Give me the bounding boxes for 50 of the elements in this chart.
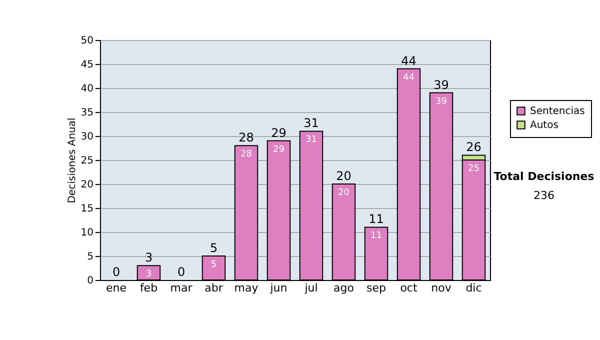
text: 236 bbox=[532, 189, 556, 202]
data-label: 3 bbox=[146, 270, 152, 280]
data-label: 20 bbox=[338, 188, 350, 198]
total-label: 44 bbox=[401, 54, 416, 68]
y-tick-label: 45 bbox=[80, 60, 94, 70]
data-label: 5 bbox=[210, 260, 217, 270]
data-label: 28 bbox=[240, 150, 252, 160]
x-tick-label: sep bbox=[366, 282, 386, 294]
y-tick-label: 10 bbox=[80, 228, 94, 238]
x-tick-label: may bbox=[234, 282, 259, 294]
data-label: 11 bbox=[370, 231, 382, 242]
y-tick-label: 20 bbox=[80, 180, 94, 190]
x-tick-label: jun bbox=[269, 282, 288, 294]
total-label: 0 bbox=[112, 265, 120, 279]
y-tick-label: 50 bbox=[80, 36, 94, 46]
total-label: 26 bbox=[466, 140, 482, 154]
y-tick-label: 35 bbox=[80, 108, 94, 118]
x-tick-label: mar bbox=[170, 282, 193, 294]
total-label: 5 bbox=[210, 241, 218, 255]
y-tick-label: 40 bbox=[80, 84, 94, 94]
x-tick-label: ene bbox=[106, 282, 127, 294]
y-tick-label: 25 bbox=[80, 156, 94, 166]
total-label: 20 bbox=[336, 169, 352, 183]
x-tick-label: jul bbox=[304, 282, 318, 294]
y-tick-label: 5 bbox=[87, 252, 94, 262]
x-tick-label: ago bbox=[334, 282, 354, 294]
total-label: 28 bbox=[238, 130, 254, 145]
data-label: 25 bbox=[468, 164, 480, 174]
x-tick-label: dic bbox=[466, 282, 482, 294]
legend-label: Autos bbox=[530, 120, 558, 131]
y-tick-label: 30 bbox=[80, 132, 94, 142]
total-label: 11 bbox=[368, 212, 384, 226]
x-tick-label: abr bbox=[204, 282, 224, 294]
y-axis-title: Decisiones Anual bbox=[66, 118, 78, 204]
data-label: 29 bbox=[273, 144, 285, 155]
data-label: 31 bbox=[306, 135, 317, 146]
total-label: 39 bbox=[434, 78, 449, 92]
data-label: 39 bbox=[436, 96, 448, 107]
total-label: 3 bbox=[144, 250, 153, 265]
y-tick-label: 15 bbox=[80, 204, 94, 214]
text: Total Decisiones bbox=[492, 170, 596, 183]
total-label: 0 bbox=[177, 265, 186, 279]
x-tick-label: feb bbox=[140, 282, 158, 294]
x-tick-label: nov bbox=[431, 282, 452, 294]
y-tick-label: 0 bbox=[87, 276, 94, 286]
total-label: 31 bbox=[304, 116, 319, 130]
x-tick-label: oct bbox=[400, 282, 418, 294]
total-label: 29 bbox=[271, 126, 286, 140]
data-label: 44 bbox=[403, 72, 415, 83]
legend-label: Sentencias bbox=[530, 106, 585, 117]
